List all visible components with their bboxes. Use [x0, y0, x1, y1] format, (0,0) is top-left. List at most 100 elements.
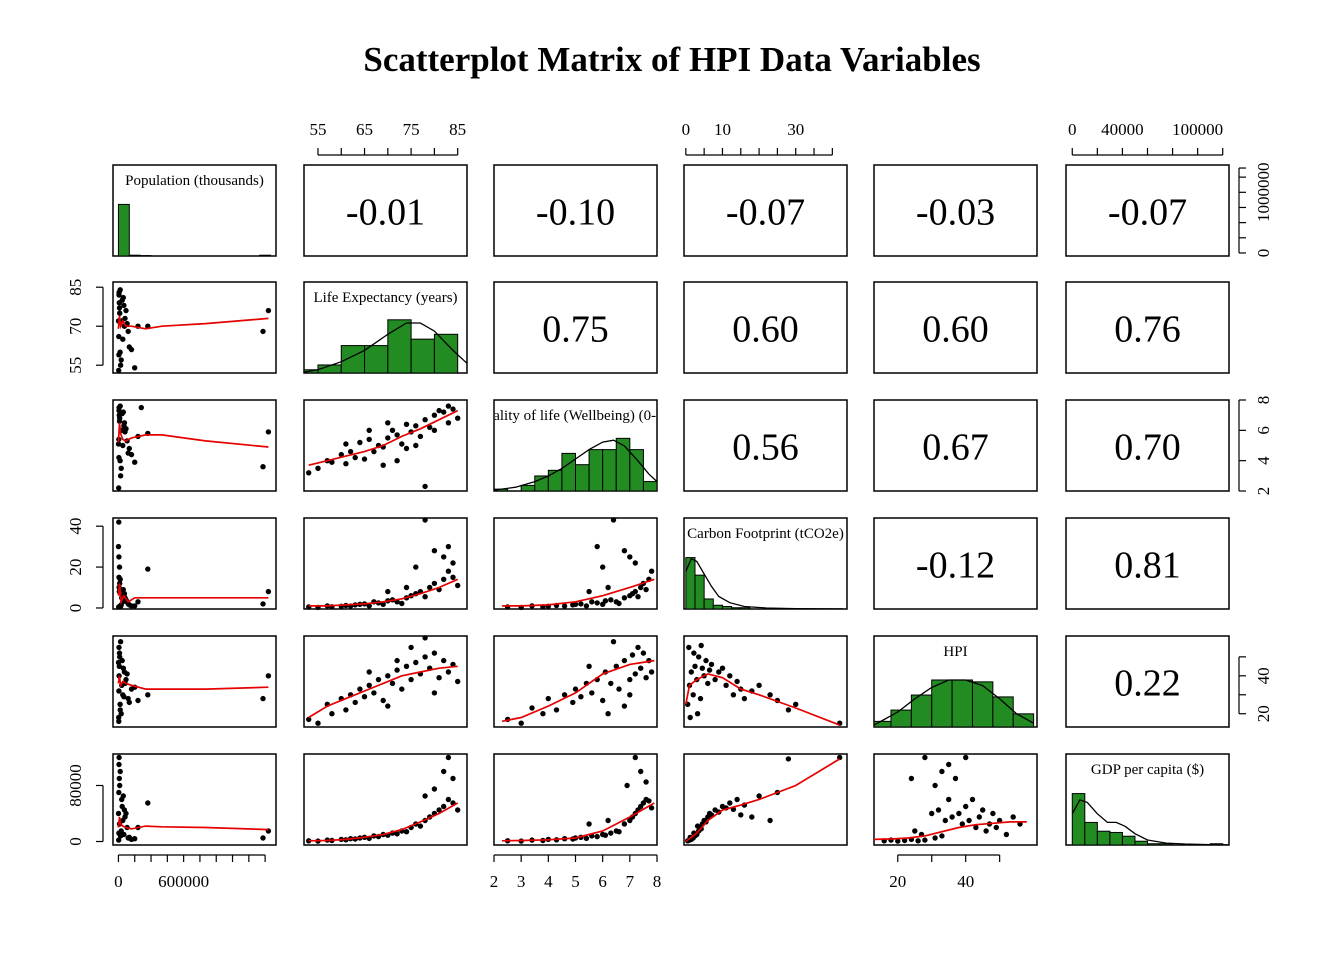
scatter-point-25	[767, 818, 772, 823]
histogram-bar-3-3	[713, 605, 722, 609]
scatter-point-13	[381, 698, 386, 703]
scatter-point-33	[367, 428, 372, 433]
scatter-point-29	[121, 423, 126, 428]
scatter-point-17	[120, 804, 125, 809]
scatter-point-27	[116, 455, 121, 460]
histogram-bar-1-3	[365, 346, 388, 373]
scatter-point-33	[413, 564, 418, 569]
scatter-point-25	[436, 408, 441, 413]
scatter-point-21	[738, 812, 743, 817]
scatter-point-29	[455, 416, 460, 421]
histogram-bar-4-7	[1013, 714, 1033, 727]
scatter-point-28	[793, 702, 798, 707]
scatter-point-8	[922, 837, 927, 842]
scatter-point-37	[343, 441, 348, 446]
scatter-point-26	[441, 409, 446, 414]
scatter-point-11	[936, 807, 941, 812]
scatter-point-18	[622, 821, 627, 826]
histogram-bar-4-5	[972, 682, 992, 727]
scatter-point-20	[413, 423, 418, 428]
scatter-point-17	[399, 686, 404, 691]
tick-label-left-row-5-1: 80000	[66, 764, 85, 807]
scatter-point-26	[124, 671, 129, 676]
scatter-point-26	[441, 577, 446, 582]
scatter-point-14	[145, 692, 150, 697]
tick-label-col-5-0: 0	[1068, 120, 1077, 139]
scatter-point-18	[622, 595, 627, 600]
correlation-value-r0-c2: -0.10	[536, 192, 615, 234]
scatter-point-19	[118, 473, 123, 478]
scatter-point-4	[692, 664, 697, 669]
scatter-point-15	[266, 673, 271, 678]
tick-label-col-2-5: 7	[626, 872, 635, 891]
scatter-point-29	[622, 703, 627, 708]
correlation-value-r3-c4: -0.12	[916, 545, 995, 587]
scatter-point-3	[691, 692, 696, 697]
scatter-point-6	[696, 654, 701, 659]
scatter-point-31	[441, 769, 446, 774]
scatter-point-34	[939, 769, 944, 774]
scatter-point-24	[132, 836, 137, 841]
scatter-point-29	[121, 832, 126, 837]
variable-label-0: Population (thousands)	[125, 173, 264, 189]
scatter-point-12	[939, 833, 944, 838]
scatter-point-36	[385, 589, 390, 594]
scatter-point-15	[608, 830, 613, 835]
tick-label-left-row-3-2: 40	[66, 518, 85, 535]
histogram-bar-3-2	[704, 599, 713, 609]
scatter-point-31	[600, 564, 605, 569]
scatter-point-16	[260, 696, 265, 701]
scatter-point-12	[707, 667, 712, 672]
scatter-point-27	[990, 811, 995, 816]
histogram-bar-4-1	[891, 710, 911, 727]
histogram-bar-1-5	[411, 339, 434, 373]
scatter-point-1	[315, 721, 320, 726]
scatter-point-5	[343, 461, 348, 466]
histogram-bar-2-10	[630, 450, 644, 491]
scatter-point-34	[432, 690, 437, 695]
scatter-point-28	[450, 406, 455, 411]
scatter-point-10	[703, 658, 708, 663]
scatter-point-36	[446, 420, 451, 425]
scatter-point-30	[627, 554, 632, 559]
correlation-value-r1-c3: 0.60	[732, 309, 799, 351]
scatter-point-32	[605, 818, 610, 823]
scatter-point-33	[922, 755, 927, 760]
histogram-bar-2-11	[643, 482, 657, 491]
scatter-point-20	[122, 429, 127, 434]
histogram-bar-2-7	[589, 450, 603, 491]
scatter-point-18	[727, 800, 732, 805]
scatter-point-5	[116, 368, 121, 373]
scatter-point-18	[116, 719, 121, 724]
scatter-point-32	[441, 554, 446, 559]
scatter-point-0	[306, 470, 311, 475]
scatter-point-29	[638, 769, 643, 774]
scatter-point-22	[422, 417, 427, 422]
histogram-bar-0-13	[260, 255, 271, 256]
scatter-point-21	[633, 671, 638, 676]
tick-label-col-4-0: 20	[889, 872, 906, 891]
variable-label-3: Carbon Footprint (tCO2e)	[687, 526, 844, 542]
scatter-point-6	[915, 838, 920, 843]
scatter-point-25	[436, 675, 441, 680]
correlation-value-r1-c5: 0.76	[1114, 309, 1181, 351]
scatter-point-21	[121, 587, 126, 592]
scatter-point-19	[408, 677, 413, 682]
scatter-point-10	[367, 437, 372, 442]
histogram-bar-3-4	[722, 606, 731, 609]
scatter-point-10	[116, 762, 121, 767]
histogram-bar-4-4	[952, 680, 972, 727]
scatter-point-34	[586, 589, 591, 594]
scatter-point-11	[705, 681, 710, 686]
correlation-value-r1-c4: 0.60	[922, 309, 989, 351]
correlation-value-r3-c5: 0.81	[1114, 545, 1181, 587]
tick-label-col-2-1: 3	[517, 872, 526, 891]
scatter-point-7	[570, 700, 575, 705]
tick-label-col-0-0: 0	[114, 872, 123, 891]
scatter-point-17	[616, 686, 621, 691]
scatter-point-28	[450, 575, 455, 580]
histogram-bar-2-2	[521, 485, 535, 491]
scatter-point-8	[126, 329, 131, 334]
scatter-point-7	[117, 783, 122, 788]
scatter-point-23	[117, 650, 122, 655]
